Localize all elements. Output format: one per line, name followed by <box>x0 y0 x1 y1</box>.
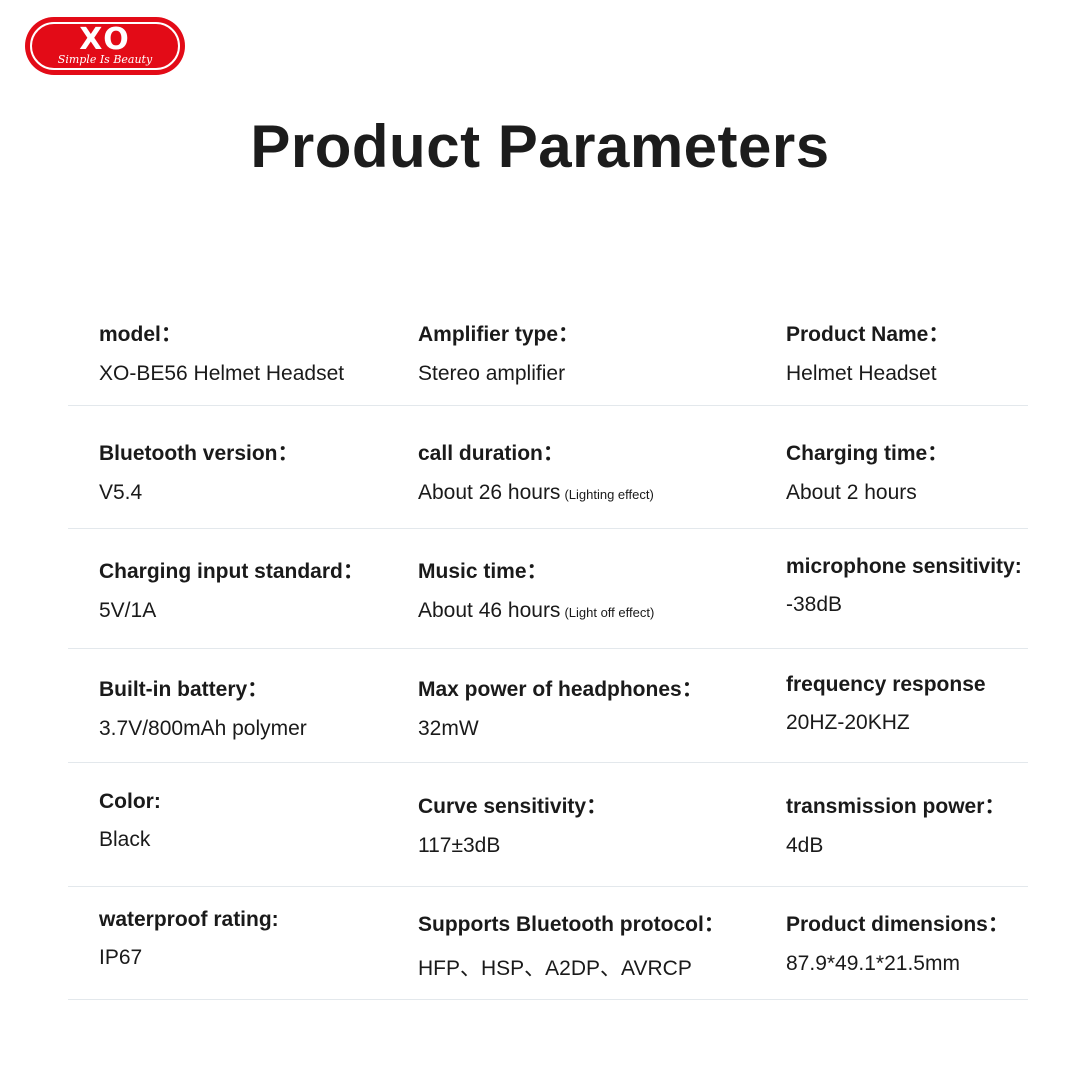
parameter-label: Music time： <box>418 560 548 583</box>
parameter-row: Charging input standard： 5V/1A Music time… <box>68 555 1028 649</box>
parameter-value: IP67 <box>99 946 279 970</box>
parameter-value-text: About 46 hours <box>418 599 561 622</box>
parameter-cell: Charging time： About 2 hours <box>786 437 948 505</box>
parameter-cell: microphone sensitivity: -38dB <box>786 555 1022 617</box>
logo-mark: XO <box>79 22 131 57</box>
parameter-label: Amplifier type： <box>418 323 580 346</box>
page-title: Product Parameters <box>250 113 830 180</box>
parameter-cell: Curve sensitivity： 117±3dB <box>418 790 607 858</box>
parameter-value: 87.9*49.1*21.5mm <box>786 952 1009 976</box>
parameter-value-text: 32mW <box>418 717 479 740</box>
parameter-value-text: 117±3dB <box>418 834 501 857</box>
parameter-value-text: IP67 <box>99 946 143 969</box>
parameter-value: About 26 hours (Lighting effect) <box>418 481 654 505</box>
parameter-value-text: Stereo amplifier <box>418 362 566 385</box>
parameter-row: model： XO-BE56 Helmet Headset Amplifier t… <box>68 318 1028 406</box>
parameter-row: Color: Black Curve sensitivity： 117±3dB tr… <box>68 790 1028 887</box>
parameter-value: 32mW <box>418 717 703 741</box>
parameter-cell: Product dimensions： 87.9*49.1*21.5mm <box>786 908 1009 976</box>
parameter-cell: Music time： About 46 hours (Light off eff… <box>418 555 654 623</box>
parameter-value: About 2 hours <box>786 481 948 505</box>
parameter-cell: call duration： About 26 hours (Lighting e… <box>418 437 654 505</box>
parameter-cell: Charging input standard： 5V/1A <box>99 555 364 623</box>
parameter-cell: model： XO-BE56 Helmet Headset <box>99 318 344 386</box>
parameter-value: 4dB <box>786 834 1005 858</box>
parameter-row: waterproof rating: IP67 Supports Bluetoot… <box>68 908 1028 1000</box>
parameter-label: Supports Bluetooth protocol： <box>418 913 725 936</box>
parameter-value: 3.7V/800mAh polymer <box>99 717 307 741</box>
parameter-note: (Lighting effect) <box>564 487 654 502</box>
parameter-label: Built-in battery： <box>99 678 269 701</box>
parameter-label: Curve sensitivity： <box>418 795 608 818</box>
parameter-value-text: HFP、HSP、A2DP、AVRCP <box>418 957 692 980</box>
parameter-value: -38dB <box>786 593 1022 617</box>
parameter-value-text: 5V/1A <box>99 599 157 622</box>
parameter-value-text: About 2 hours <box>786 481 917 504</box>
parameter-row: Built-in battery： 3.7V/800mAh polymer Max… <box>68 673 1028 763</box>
parameter-label: Product Name： <box>786 323 950 346</box>
parameter-value-text: About 26 hours <box>418 481 561 504</box>
parameter-label: model： <box>99 323 182 346</box>
parameter-cell: Product Name： Helmet Headset <box>786 318 949 386</box>
parameter-value: 117±3dB <box>418 834 607 858</box>
parameter-cell: waterproof rating: IP67 <box>99 908 279 970</box>
parameter-value: HFP、HSP、A2DP、AVRCP <box>418 952 725 982</box>
parameter-value: Black <box>99 828 161 852</box>
parameter-label: Product dimensions： <box>786 913 1009 936</box>
parameter-label: Charging time： <box>786 442 949 465</box>
parameter-cell: transmission power： 4dB <box>786 790 1005 858</box>
parameter-value-text: 4dB <box>786 834 824 857</box>
parameter-label: transmission power： <box>786 795 1006 818</box>
parameter-label: call duration： <box>418 442 564 465</box>
parameter-value-text: 20HZ-20KHZ <box>786 711 910 734</box>
parameter-label: Max power of headphones： <box>418 678 703 701</box>
parameter-value: Helmet Headset <box>786 362 949 386</box>
parameter-value-text: -38dB <box>786 593 843 616</box>
parameter-value: V5.4 <box>99 481 299 505</box>
parameter-cell: frequency response 20HZ-20KHZ <box>786 673 986 735</box>
parameter-cell: Color: Black <box>99 790 161 852</box>
parameter-cell: Supports Bluetooth protocol： HFP、HSP、A2D… <box>418 908 725 982</box>
parameter-value: 5V/1A <box>99 599 364 623</box>
parameter-label: waterproof rating: <box>99 908 279 931</box>
parameter-value-text: XO-BE56 Helmet Headset <box>99 362 345 385</box>
parameter-cell: Built-in battery： 3.7V/800mAh polymer <box>99 673 307 741</box>
xo-logo: XO Simple Is Beauty <box>25 17 185 75</box>
parameter-value-text: Helmet Headset <box>786 362 937 385</box>
parameter-value-text: 87.9*49.1*21.5mm <box>786 952 960 975</box>
parameter-note: (Light off effect) <box>564 605 655 620</box>
parameter-cell: Max power of headphones： 32mW <box>418 673 703 741</box>
parameter-label: microphone sensitivity: <box>786 555 1022 578</box>
parameter-value: Stereo amplifier <box>418 362 579 386</box>
parameter-label: Bluetooth version： <box>99 442 299 465</box>
parameter-value-text: V5.4 <box>99 481 143 504</box>
parameter-row: Bluetooth version： V5.4 call duration： Ab… <box>68 437 1028 529</box>
parameter-label: Charging input standard： <box>99 560 364 583</box>
logo-ring <box>30 22 180 70</box>
parameter-cell: Bluetooth version： V5.4 <box>99 437 299 505</box>
parameter-value: XO-BE56 Helmet Headset <box>99 362 344 386</box>
parameter-value-text: 3.7V/800mAh polymer <box>99 717 307 740</box>
logo-tagline: Simple Is Beauty <box>57 53 153 66</box>
parameter-label: Color: <box>99 790 161 813</box>
parameter-value-text: Black <box>99 828 151 851</box>
parameter-value: About 46 hours (Light off effect) <box>418 599 654 623</box>
parameter-value: 20HZ-20KHZ <box>786 711 986 735</box>
parameter-cell: Amplifier type： Stereo amplifier <box>418 318 579 386</box>
parameter-label: frequency response <box>786 673 986 696</box>
